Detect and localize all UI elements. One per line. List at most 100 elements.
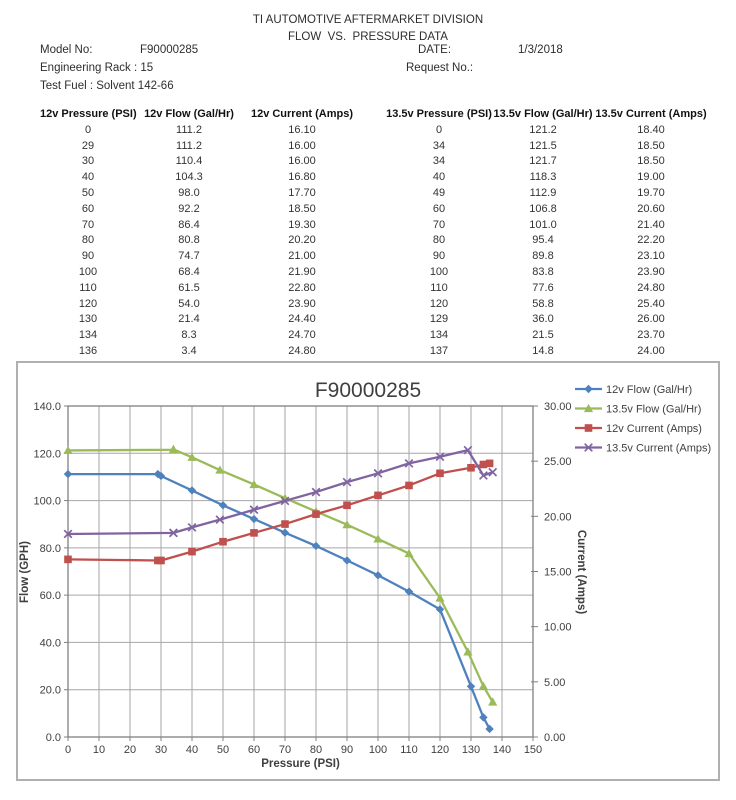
table-cell: 26.00	[637, 313, 665, 326]
svg-text:20: 20	[124, 744, 136, 756]
table-cell: 40	[432, 171, 446, 184]
table-cell: 110	[79, 281, 97, 294]
table-cell: 18.50	[637, 155, 665, 168]
table-cell: 100	[429, 266, 449, 279]
table-cell: 83.8	[532, 266, 554, 279]
table-cell: 21.40	[637, 218, 665, 231]
svg-text:10.00: 10.00	[544, 622, 572, 634]
col-header-13.5v-pressure: 13.5v Pressure (PSI)	[386, 107, 492, 120]
date-label: DATE:	[418, 44, 452, 56]
table-cell: 95.4	[532, 234, 554, 247]
table-cell: 16.10	[288, 123, 316, 136]
table-cell: 23.10	[637, 250, 665, 263]
table-cell: 22.80	[288, 281, 316, 294]
legend-item: 12v Flow (Gal/Hr)	[575, 384, 692, 396]
table-row: 100 68.4 21.90 100 83.8 23.90	[40, 264, 708, 280]
table-row: 29 111.2 16.00 34 121.5 18.50	[40, 138, 708, 154]
svg-text:140.0: 140.0	[33, 401, 61, 413]
svg-text:120.0: 120.0	[33, 448, 61, 460]
table-cell: 24.00	[637, 345, 665, 358]
flow-pressure-table: 12v Pressure (PSI) 12v Flow (Gal/Hr) 12v…	[40, 105, 708, 359]
table-cell: 24.80	[288, 345, 316, 358]
table-row: 80 80.8 20.20 80 95.4 22.20	[40, 233, 708, 249]
table-cell: 30	[81, 155, 95, 168]
table-cell: 24.40	[288, 313, 316, 326]
table-row: 110 61.5 22.80 110 77.6 24.80	[40, 280, 708, 296]
table-cell: 14.8	[532, 345, 554, 358]
table-cell: 25.40	[637, 297, 665, 310]
table-cell: 120	[429, 297, 449, 310]
svg-text:110: 110	[400, 744, 418, 756]
table-cell: 90	[432, 250, 446, 263]
table-cell: 80	[432, 234, 446, 247]
table-body: 0 111.2 16.10 0 121.2 18.40 29 111.2 16.00 34 121.…	[40, 122, 708, 359]
right-axis-title: Current (Amps)	[575, 530, 587, 615]
svg-text:15.00: 15.00	[544, 567, 572, 579]
plot-area-border	[67, 405, 534, 738]
table-cell: 134	[429, 329, 449, 342]
table-cell: 104.3	[175, 171, 203, 184]
table-cell: 16.80	[288, 171, 316, 184]
table-cell: 61.5	[178, 281, 200, 294]
right-axis-tick-labels: 0.00 5.00 10.00 15.00 20.00 25.00 30.00	[544, 401, 572, 744]
table-cell: 136	[78, 345, 98, 358]
table-cell: 86.4	[178, 218, 200, 231]
table-row: 60 92.2 18.50 60 106.8 20.60	[40, 201, 708, 217]
svg-text:13.5v Flow (Gal/Hr): 13.5v Flow (Gal/Hr)	[606, 404, 701, 416]
table-cell: 100	[78, 266, 98, 279]
table-cell: 16.00	[288, 155, 316, 168]
table-cell: 68.4	[178, 266, 200, 279]
table-cell: 29	[81, 139, 95, 152]
svg-text:100: 100	[369, 744, 387, 756]
table-cell: 60	[81, 202, 95, 215]
request-no-label: Request No.:	[406, 62, 474, 74]
table-row: 70 86.4 19.30 70 101.0 21.40	[40, 217, 708, 233]
series-12v-current-amps-	[64, 459, 494, 565]
svg-text:80: 80	[310, 744, 322, 756]
svg-text:0.0: 0.0	[46, 732, 61, 744]
left-axis-title: Flow (GPH)	[19, 541, 31, 603]
svg-text:60: 60	[248, 744, 260, 756]
table-cell: 121.5	[529, 139, 557, 152]
svg-text:25.00: 25.00	[544, 456, 572, 468]
table-row: 30 110.4 16.00 34 121.7 18.50	[40, 154, 708, 170]
table-cell: 80	[81, 234, 95, 247]
table-cell: 111.2	[176, 139, 202, 152]
svg-text:12v Current (Amps): 12v Current (Amps)	[606, 423, 702, 435]
table-cell: 19.30	[288, 218, 316, 231]
table-cell: 50	[81, 187, 95, 200]
chart-legend: 12v Flow (Gal/Hr) 13.5v Flow (Gal/Hr) 12v …	[575, 384, 711, 455]
svg-text:5.00: 5.00	[544, 677, 565, 689]
table-cell: 34	[432, 139, 446, 152]
engineering-rack: Engineering Rack : 15	[40, 62, 154, 74]
table-cell: 106.8	[529, 202, 557, 215]
table-cell: 21.00	[288, 250, 316, 263]
svg-text:50: 50	[217, 744, 229, 756]
svg-text:90: 90	[341, 744, 353, 756]
table-cell: 0	[435, 123, 443, 136]
col-header-12v-pressure: 12v Pressure (PSI)	[40, 107, 137, 120]
flow-vs-pressure-chart: 0 10 20 30 40 50 60 70 80 90 100 110 120 130 140 1500.0…	[19, 379, 711, 770]
left-axis-tick-labels: 0.0 20.0 40.0 60.0 80.0 100.0 120.0 140.0	[33, 401, 61, 744]
table-cell: 54.0	[178, 297, 200, 310]
table-cell: 90	[81, 250, 95, 263]
table-cell: 16.00	[288, 139, 316, 152]
legend-item: 12v Current (Amps)	[575, 423, 702, 435]
table-cell: 130	[78, 313, 98, 326]
table-row: 120 54.0 23.90 120 58.8 25.40	[40, 296, 708, 312]
svg-text:12v Flow (Gal/Hr): 12v Flow (Gal/Hr)	[606, 384, 692, 396]
table-cell: 134	[78, 329, 98, 342]
svg-text:120: 120	[431, 744, 449, 756]
model-no-label: Model No:	[40, 44, 93, 56]
table-cell: 20.60	[637, 202, 665, 215]
table-cell: 40	[81, 171, 95, 184]
table-cell: 118.3	[529, 171, 557, 184]
svg-text:13.5v Current (Amps): 13.5v Current (Amps)	[606, 443, 711, 455]
table-cell: 121.7	[529, 155, 557, 168]
table-cell: 129	[429, 313, 449, 326]
x-axis-title: Pressure (PSI)	[261, 758, 340, 770]
table-cell: 121.2	[529, 123, 557, 136]
table-cell: 77.6	[532, 281, 554, 294]
table-cell: 92.2	[178, 202, 200, 215]
table-cell: 58.8	[532, 297, 554, 310]
